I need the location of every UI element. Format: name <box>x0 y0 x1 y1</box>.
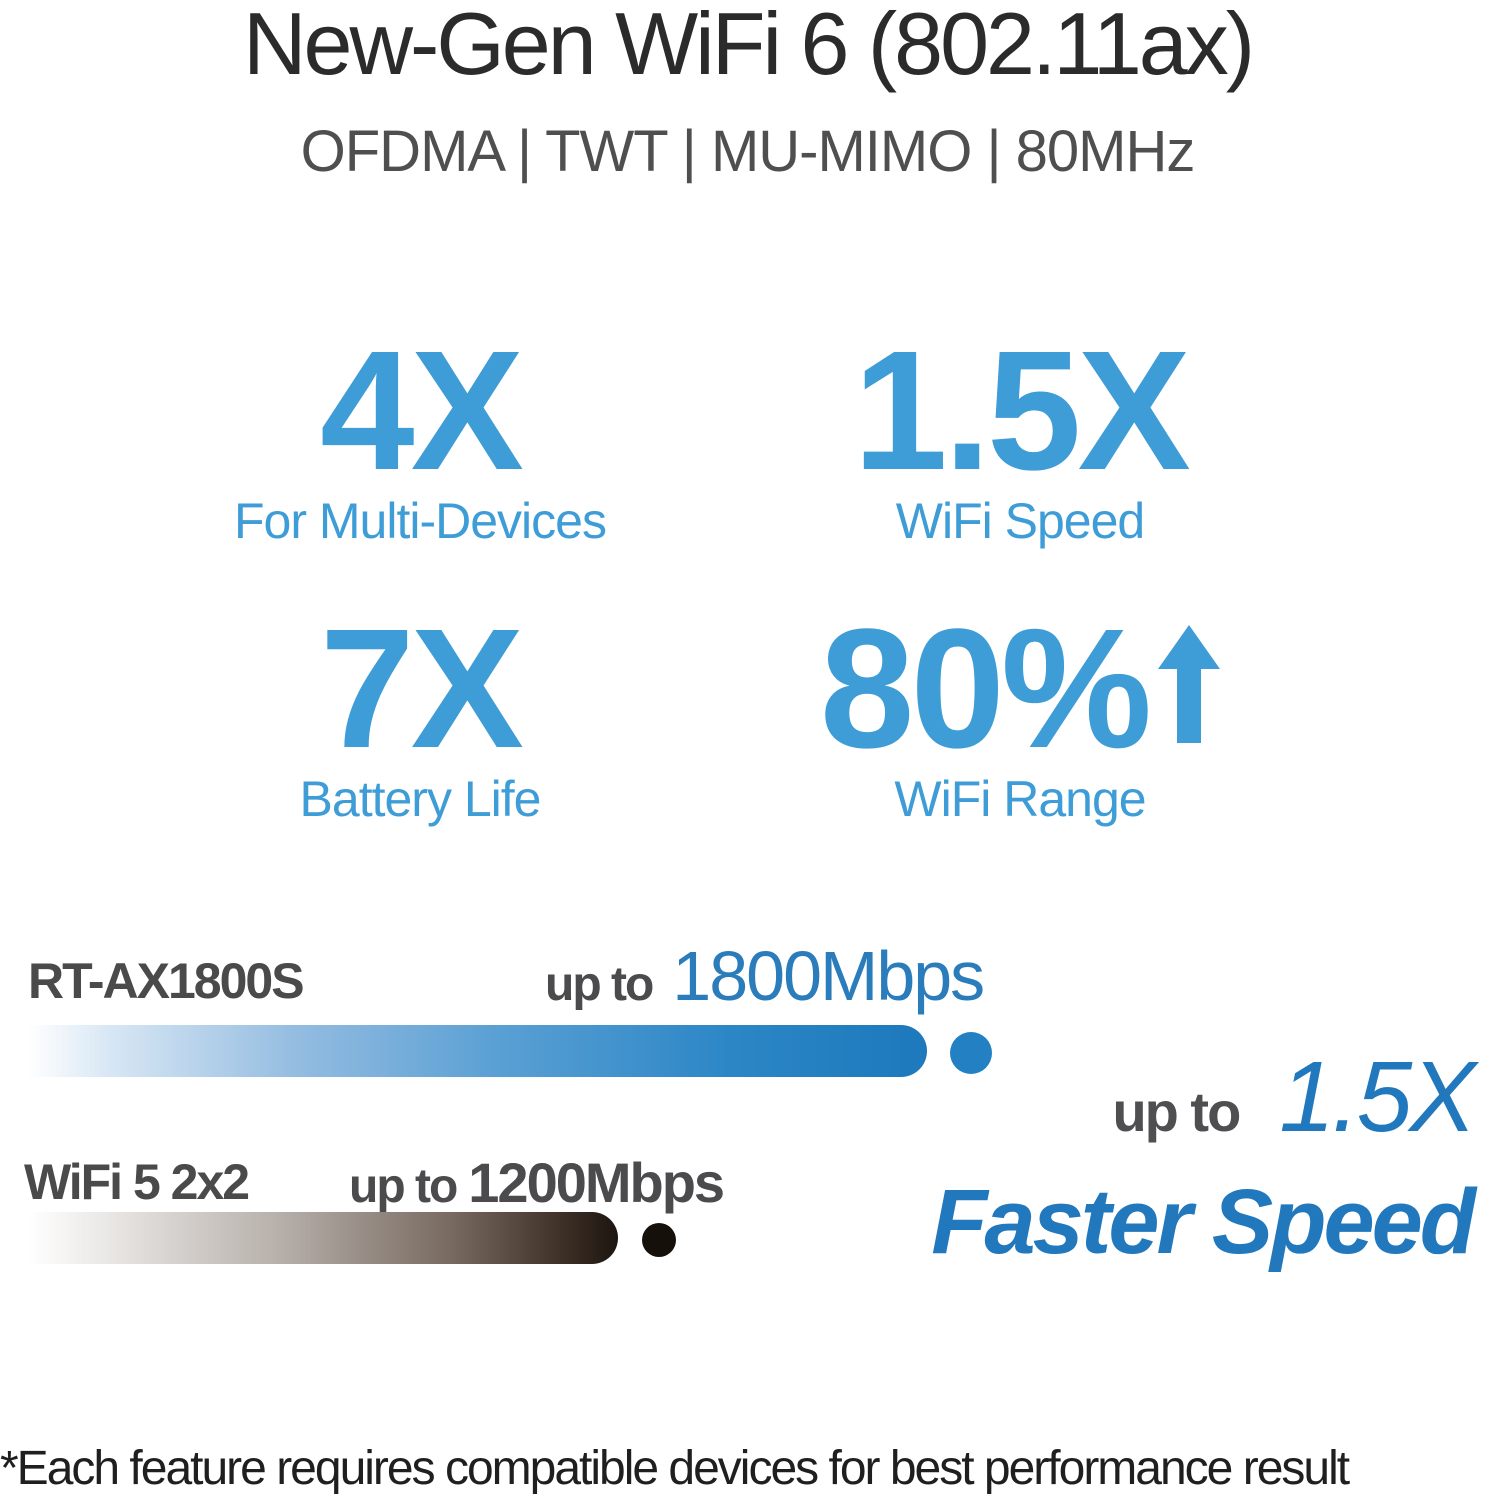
bar-row-wifi5-speed: up to 1200Mbps <box>349 1150 725 1215</box>
speed-bar-wifi5 <box>28 1212 618 1264</box>
faster-speed-callout-line1: up to 1.5X <box>1112 1040 1476 1155</box>
feature-subtitle: OFDMA | TWT | MU-MIMO | 80MHz <box>300 119 1196 184</box>
wifi5-speed-value: 1200Mbps <box>468 1151 725 1214</box>
up-arrow-icon <box>1158 625 1221 743</box>
stat-multi-devices-value: 4X <box>320 316 524 506</box>
callout-multiplier: 1.5X <box>1279 1041 1476 1153</box>
callout-up-to-label: up to <box>1112 1080 1241 1143</box>
speed-bar-wifi5-dot <box>642 1223 676 1257</box>
stat-wifi-range-number: 80% <box>819 594 1152 784</box>
up-to-label: up to <box>545 958 654 1011</box>
speed-bar-rt-ax1800s <box>28 1025 927 1077</box>
bar-row-product-name: RT-AX1800S <box>28 953 305 1009</box>
stat-multi-devices: 4X For Multi-Devices <box>170 326 670 550</box>
faster-speed-callout-label: Faster Speed <box>931 1171 1476 1273</box>
stat-wifi-speed: 1.5X WiFi Speed <box>770 326 1270 550</box>
stat-wifi-speed-value: 1.5X <box>853 316 1191 506</box>
page-title: New-Gen WiFi 6 (802.11ax) <box>242 0 1255 93</box>
stat-battery-life-value: 7X <box>320 594 524 784</box>
stat-battery-life: 7X Battery Life <box>170 604 670 828</box>
stat-wifi-range-value: 80% <box>770 604 1270 774</box>
bar-row-product-speed: up to 1800Mbps <box>545 936 985 1016</box>
up-to-label: up to <box>349 1160 458 1213</box>
footnote-disclaimer: *Each feature requires compatible device… <box>0 1442 1350 1495</box>
stat-wifi-speed-label: WiFi Speed <box>895 493 1145 549</box>
stat-wifi-range-label: WiFi Range <box>894 771 1146 827</box>
bar-row-wifi5-name: WiFi 5 2x2 <box>24 1154 250 1210</box>
speed-bar-rt-ax1800s-dot <box>950 1032 992 1074</box>
stat-battery-life-label: Battery Life <box>299 771 542 827</box>
stat-wifi-range: 80% WiFi Range <box>770 604 1270 828</box>
stat-multi-devices-label: For Multi-Devices <box>234 493 607 549</box>
product-speed-value: 1800Mbps <box>672 937 985 1015</box>
